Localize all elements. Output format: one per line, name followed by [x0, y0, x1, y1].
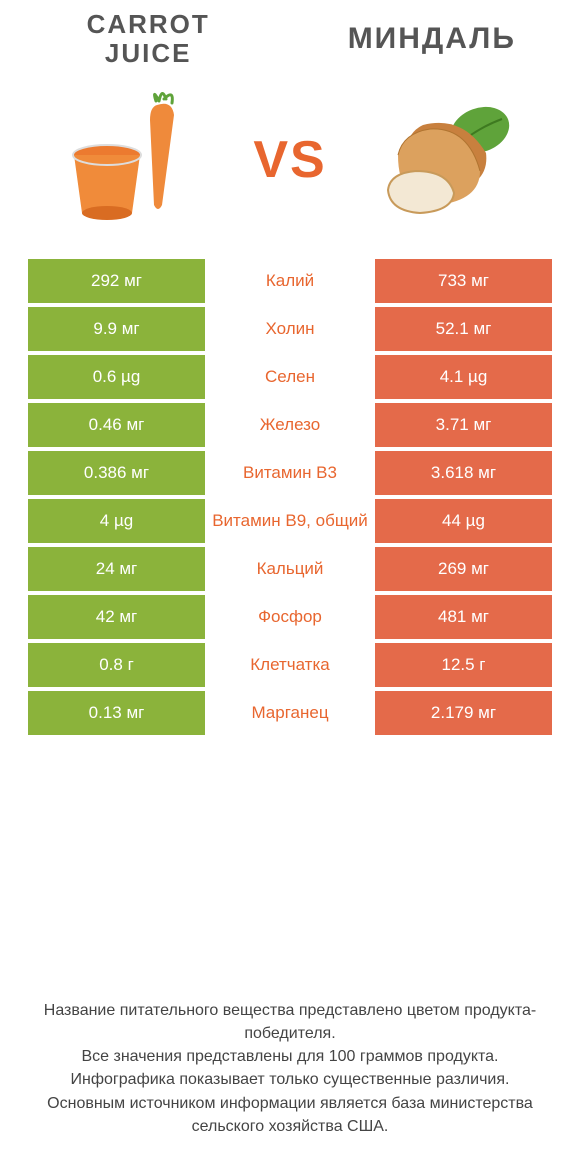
carrot-juice-icon — [62, 85, 212, 235]
right-value: 44 µg — [375, 499, 552, 543]
footer-line-2: Все значения представлены для 100 граммо… — [28, 1045, 552, 1068]
right-value: 269 мг — [375, 547, 552, 591]
table-row: 42 мгФосфор481 мг — [28, 595, 552, 639]
left-value: 4 µg — [28, 499, 205, 543]
nutrient-label: Калий — [205, 259, 375, 303]
almond-icon — [368, 85, 518, 235]
left-image — [30, 85, 243, 235]
nutrient-label: Витамин B9, общий — [205, 499, 375, 543]
table-row: 0.46 мгЖелезо3.71 мг — [28, 403, 552, 447]
left-value: 42 мг — [28, 595, 205, 639]
right-value: 733 мг — [375, 259, 552, 303]
table-row: 0.6 µgСелен4.1 µg — [28, 355, 552, 399]
right-title: МИНДАЛЬ — [314, 22, 550, 56]
left-value: 0.46 мг — [28, 403, 205, 447]
footer-line-4: Основным источником информации является … — [28, 1092, 552, 1138]
nutrient-label: Кальций — [205, 547, 375, 591]
table-row: 9.9 мгХолин52.1 мг — [28, 307, 552, 351]
left-title-line2: JUICE — [30, 39, 266, 68]
nutrient-label: Марганец — [205, 691, 375, 735]
images-row: VS — [0, 67, 580, 259]
right-value: 52.1 мг — [375, 307, 552, 351]
nutrient-label: Селен — [205, 355, 375, 399]
table-row: 0.13 мгМарганец2.179 мг — [28, 691, 552, 735]
left-value: 24 мг — [28, 547, 205, 591]
footer-line-1: Название питательного вещества представл… — [28, 999, 552, 1045]
table-row: 0.8 гКлетчатка12.5 г — [28, 643, 552, 687]
nutrient-label: Клетчатка — [205, 643, 375, 687]
right-value: 3.618 мг — [375, 451, 552, 495]
footer: Название питательного вещества представл… — [0, 969, 580, 1174]
right-value: 4.1 µg — [375, 355, 552, 399]
header: CARROT JUICE МИНДАЛЬ — [0, 0, 580, 67]
left-title-line1: CARROT — [30, 10, 266, 39]
nutrient-label: Фосфор — [205, 595, 375, 639]
table-row: 4 µgВитамин B9, общий44 µg — [28, 499, 552, 543]
infographic-container: CARROT JUICE МИНДАЛЬ VS — [0, 0, 580, 1174]
table-row: 0.386 мгВитамин B33.618 мг — [28, 451, 552, 495]
left-value: 9.9 мг — [28, 307, 205, 351]
vs-label: VS — [253, 130, 326, 190]
right-value: 3.71 мг — [375, 403, 552, 447]
left-value: 0.13 мг — [28, 691, 205, 735]
right-value: 481 мг — [375, 595, 552, 639]
comparison-table: 292 мгКалий733 мг9.9 мгХолин52.1 мг0.6 µ… — [28, 259, 552, 739]
nutrient-label: Витамин B3 — [205, 451, 375, 495]
right-image — [337, 85, 550, 235]
left-value: 0.6 µg — [28, 355, 205, 399]
table-row: 292 мгКалий733 мг — [28, 259, 552, 303]
nutrient-label: Железо — [205, 403, 375, 447]
left-value: 0.386 мг — [28, 451, 205, 495]
nutrient-label: Холин — [205, 307, 375, 351]
right-value: 2.179 мг — [375, 691, 552, 735]
left-title: CARROT JUICE — [30, 10, 266, 67]
left-value: 292 мг — [28, 259, 205, 303]
right-value: 12.5 г — [375, 643, 552, 687]
table-row: 24 мгКальций269 мг — [28, 547, 552, 591]
footer-line-3: Инфографика показывает только существенн… — [28, 1068, 552, 1091]
left-value: 0.8 г — [28, 643, 205, 687]
